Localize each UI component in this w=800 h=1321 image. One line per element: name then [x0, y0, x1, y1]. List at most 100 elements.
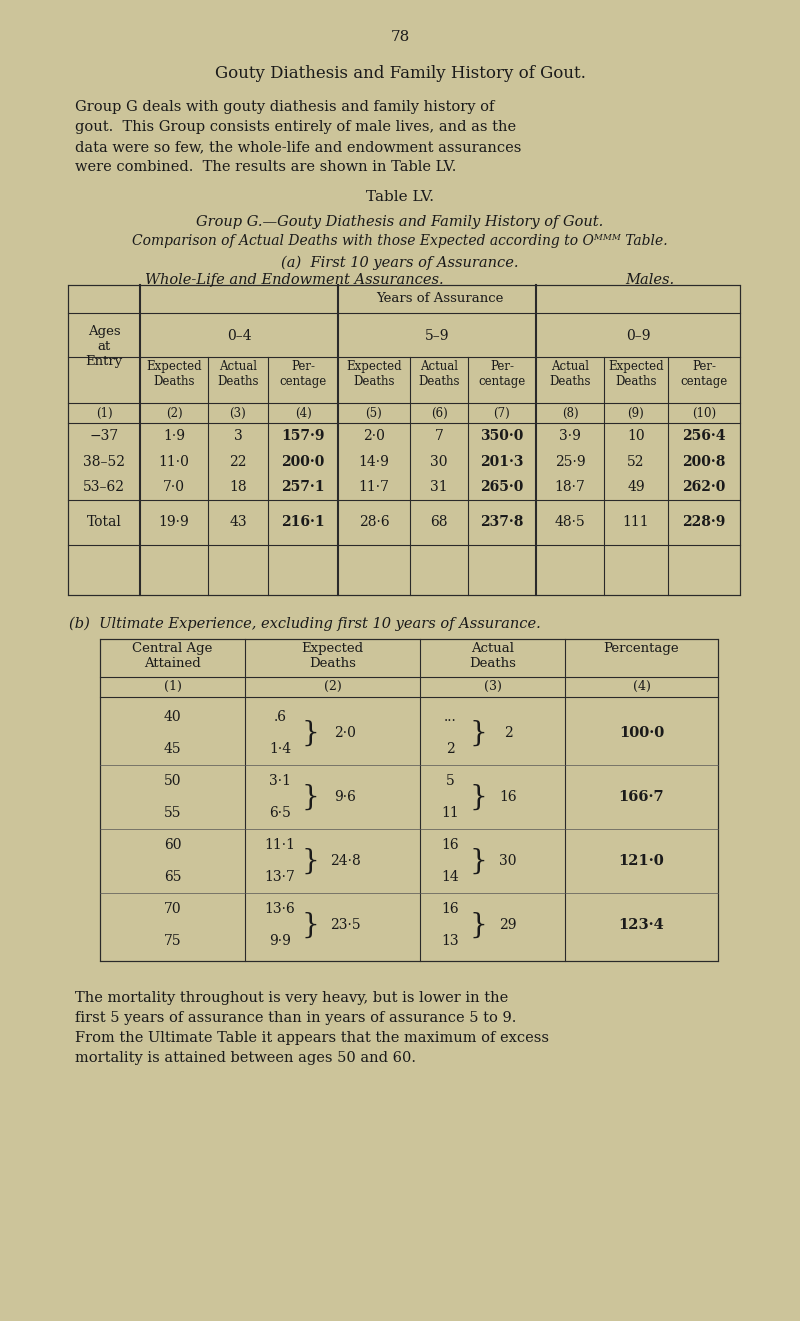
Text: 16: 16 — [499, 790, 517, 804]
Text: (10): (10) — [692, 407, 716, 420]
Text: 13: 13 — [441, 934, 459, 948]
Text: Total: Total — [86, 515, 122, 530]
Text: }: } — [301, 911, 319, 938]
Text: 14: 14 — [441, 871, 459, 884]
Text: Ages
at
Entry: Ages at Entry — [86, 325, 122, 369]
Text: 157·9: 157·9 — [282, 429, 325, 443]
Text: 31: 31 — [430, 480, 448, 494]
Text: 257·1: 257·1 — [282, 480, 325, 494]
Text: 30: 30 — [430, 454, 448, 469]
Text: 3: 3 — [234, 429, 242, 443]
Text: 1·9: 1·9 — [163, 429, 185, 443]
Text: 200·8: 200·8 — [682, 454, 726, 469]
Text: (b)  Ultimate Experience, excluding first 10 years of Assurance.: (b) Ultimate Experience, excluding first… — [69, 617, 541, 631]
Text: 75: 75 — [164, 934, 182, 948]
Text: }: } — [469, 848, 487, 875]
Text: 256·4: 256·4 — [682, 429, 726, 443]
Text: 70: 70 — [164, 902, 182, 915]
Text: 45: 45 — [164, 742, 182, 756]
Text: (8): (8) — [562, 407, 578, 420]
Text: 121·0: 121·0 — [618, 853, 664, 868]
Text: 11: 11 — [441, 806, 459, 820]
Text: (4): (4) — [294, 407, 311, 420]
Text: gout.  This Group consists entirely of male lives, and as the: gout. This Group consists entirely of ma… — [75, 120, 516, 133]
Text: 18: 18 — [229, 480, 247, 494]
Text: 262·0: 262·0 — [682, 480, 726, 494]
Bar — [100, 639, 718, 960]
Text: Central Age
Attained: Central Age Attained — [132, 642, 213, 670]
Text: Expected
Deaths: Expected Deaths — [146, 361, 202, 388]
Text: 68: 68 — [430, 515, 448, 530]
Text: 123·4: 123·4 — [618, 918, 664, 933]
Text: (6): (6) — [430, 407, 447, 420]
Text: (1): (1) — [96, 407, 112, 420]
Text: 201·3: 201·3 — [480, 454, 524, 469]
Text: 65: 65 — [164, 871, 182, 884]
Text: 3·9: 3·9 — [559, 429, 581, 443]
Text: 13·6: 13·6 — [265, 902, 295, 915]
Text: −37: −37 — [90, 429, 118, 443]
Text: 78: 78 — [390, 30, 410, 44]
Text: Actual
Deaths: Actual Deaths — [218, 361, 258, 388]
Text: }: } — [301, 783, 319, 811]
Text: 53–62: 53–62 — [83, 480, 125, 494]
Text: 48·5: 48·5 — [554, 515, 586, 530]
Text: (5): (5) — [366, 407, 382, 420]
Bar — [68, 285, 740, 594]
Text: 13·7: 13·7 — [265, 871, 295, 884]
Text: Expected
Deaths: Expected Deaths — [302, 642, 363, 670]
Text: Gouty Diathesis and Family History of Gout.: Gouty Diathesis and Family History of Go… — [214, 65, 586, 82]
Text: }: } — [469, 783, 487, 811]
Text: 28·6: 28·6 — [358, 515, 390, 530]
Text: 43: 43 — [229, 515, 247, 530]
Text: 5–9: 5–9 — [425, 329, 450, 343]
Text: 100·0: 100·0 — [619, 727, 664, 740]
Text: (4): (4) — [633, 680, 650, 694]
Text: Percentage: Percentage — [604, 642, 679, 655]
Text: 2·0: 2·0 — [363, 429, 385, 443]
Text: 22: 22 — [230, 454, 246, 469]
Text: Table LV.: Table LV. — [366, 190, 434, 203]
Text: (9): (9) — [628, 407, 644, 420]
Text: 50: 50 — [164, 774, 182, 789]
Text: (2): (2) — [166, 407, 182, 420]
Text: 23·5: 23·5 — [330, 918, 360, 933]
Text: Group G deals with gouty diathesis and family history of: Group G deals with gouty diathesis and f… — [75, 100, 494, 114]
Text: 5: 5 — [446, 774, 454, 789]
Text: Group G.—Gouty Diathesis and Family History of Gout.: Group G.—Gouty Diathesis and Family Hist… — [196, 215, 604, 229]
Text: 60: 60 — [164, 838, 182, 852]
Text: Comparison of Actual Deaths with those Expected according to Oᴹᴹᴹ Table.: Comparison of Actual Deaths with those E… — [132, 234, 668, 248]
Text: 1·4: 1·4 — [269, 742, 291, 756]
Text: (7): (7) — [494, 407, 510, 420]
Text: Expected
Deaths: Expected Deaths — [608, 361, 664, 388]
Text: 38–52: 38–52 — [83, 454, 125, 469]
Text: 11·1: 11·1 — [265, 838, 295, 852]
Text: 0–9: 0–9 — [626, 329, 650, 343]
Text: 237·8: 237·8 — [480, 515, 524, 530]
Text: 350·0: 350·0 — [480, 429, 524, 443]
Text: 10: 10 — [627, 429, 645, 443]
Text: (3): (3) — [483, 680, 502, 694]
Text: 9·6: 9·6 — [334, 790, 356, 804]
Text: }: } — [469, 720, 487, 746]
Text: 24·8: 24·8 — [330, 853, 360, 868]
Text: ...: ... — [444, 709, 456, 724]
Text: Whole-Life and Endowment Assurances.: Whole-Life and Endowment Assurances. — [145, 273, 444, 287]
Text: 228·9: 228·9 — [682, 515, 726, 530]
Text: data were so few, the whole-life and endowment assurances: data were so few, the whole-life and end… — [75, 140, 522, 155]
Text: were combined.  The results are shown in Table LV.: were combined. The results are shown in … — [75, 160, 456, 174]
Text: Actual
Deaths: Actual Deaths — [469, 642, 516, 670]
Text: 16: 16 — [441, 838, 459, 852]
Text: Per-
centage: Per- centage — [279, 361, 326, 388]
Text: 2: 2 — [504, 727, 512, 740]
Text: 2: 2 — [446, 742, 454, 756]
Text: .6: .6 — [274, 709, 286, 724]
Text: 9·9: 9·9 — [269, 934, 291, 948]
Text: Per-
centage: Per- centage — [478, 361, 526, 388]
Text: 11·7: 11·7 — [358, 480, 390, 494]
Text: (1): (1) — [163, 680, 182, 694]
Text: }: } — [301, 848, 319, 875]
Text: 3·1: 3·1 — [269, 774, 291, 789]
Text: (a)  First 10 years of Assurance.: (a) First 10 years of Assurance. — [282, 256, 518, 271]
Text: 0–4: 0–4 — [226, 329, 251, 343]
